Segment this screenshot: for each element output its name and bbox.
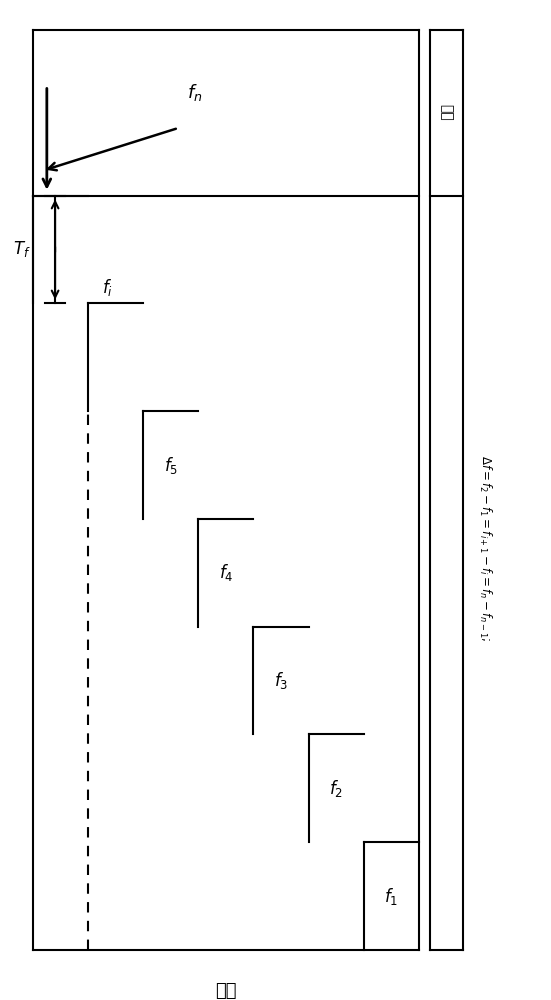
Text: $f_3$: $f_3$ (274, 670, 288, 691)
Text: 频率: 频率 (215, 982, 237, 1000)
Text: $f_5$: $f_5$ (164, 455, 178, 476)
Text: $f_4$: $f_4$ (219, 562, 233, 583)
Text: $f_2$: $f_2$ (329, 778, 343, 799)
Text: $f_i$: $f_i$ (102, 277, 113, 298)
Text: $\Delta f=f_2-f_1=f_{i+1}-f_i=f_n-f_{n-1};$: $\Delta f=f_2-f_1=f_{i+1}-f_i=f_n-f_{n-1… (477, 455, 493, 642)
Text: $f_n$: $f_n$ (187, 82, 203, 103)
Text: $f_1$: $f_1$ (384, 886, 398, 907)
Text: $T_f$: $T_f$ (13, 239, 30, 259)
Text: 时间: 时间 (439, 104, 453, 121)
